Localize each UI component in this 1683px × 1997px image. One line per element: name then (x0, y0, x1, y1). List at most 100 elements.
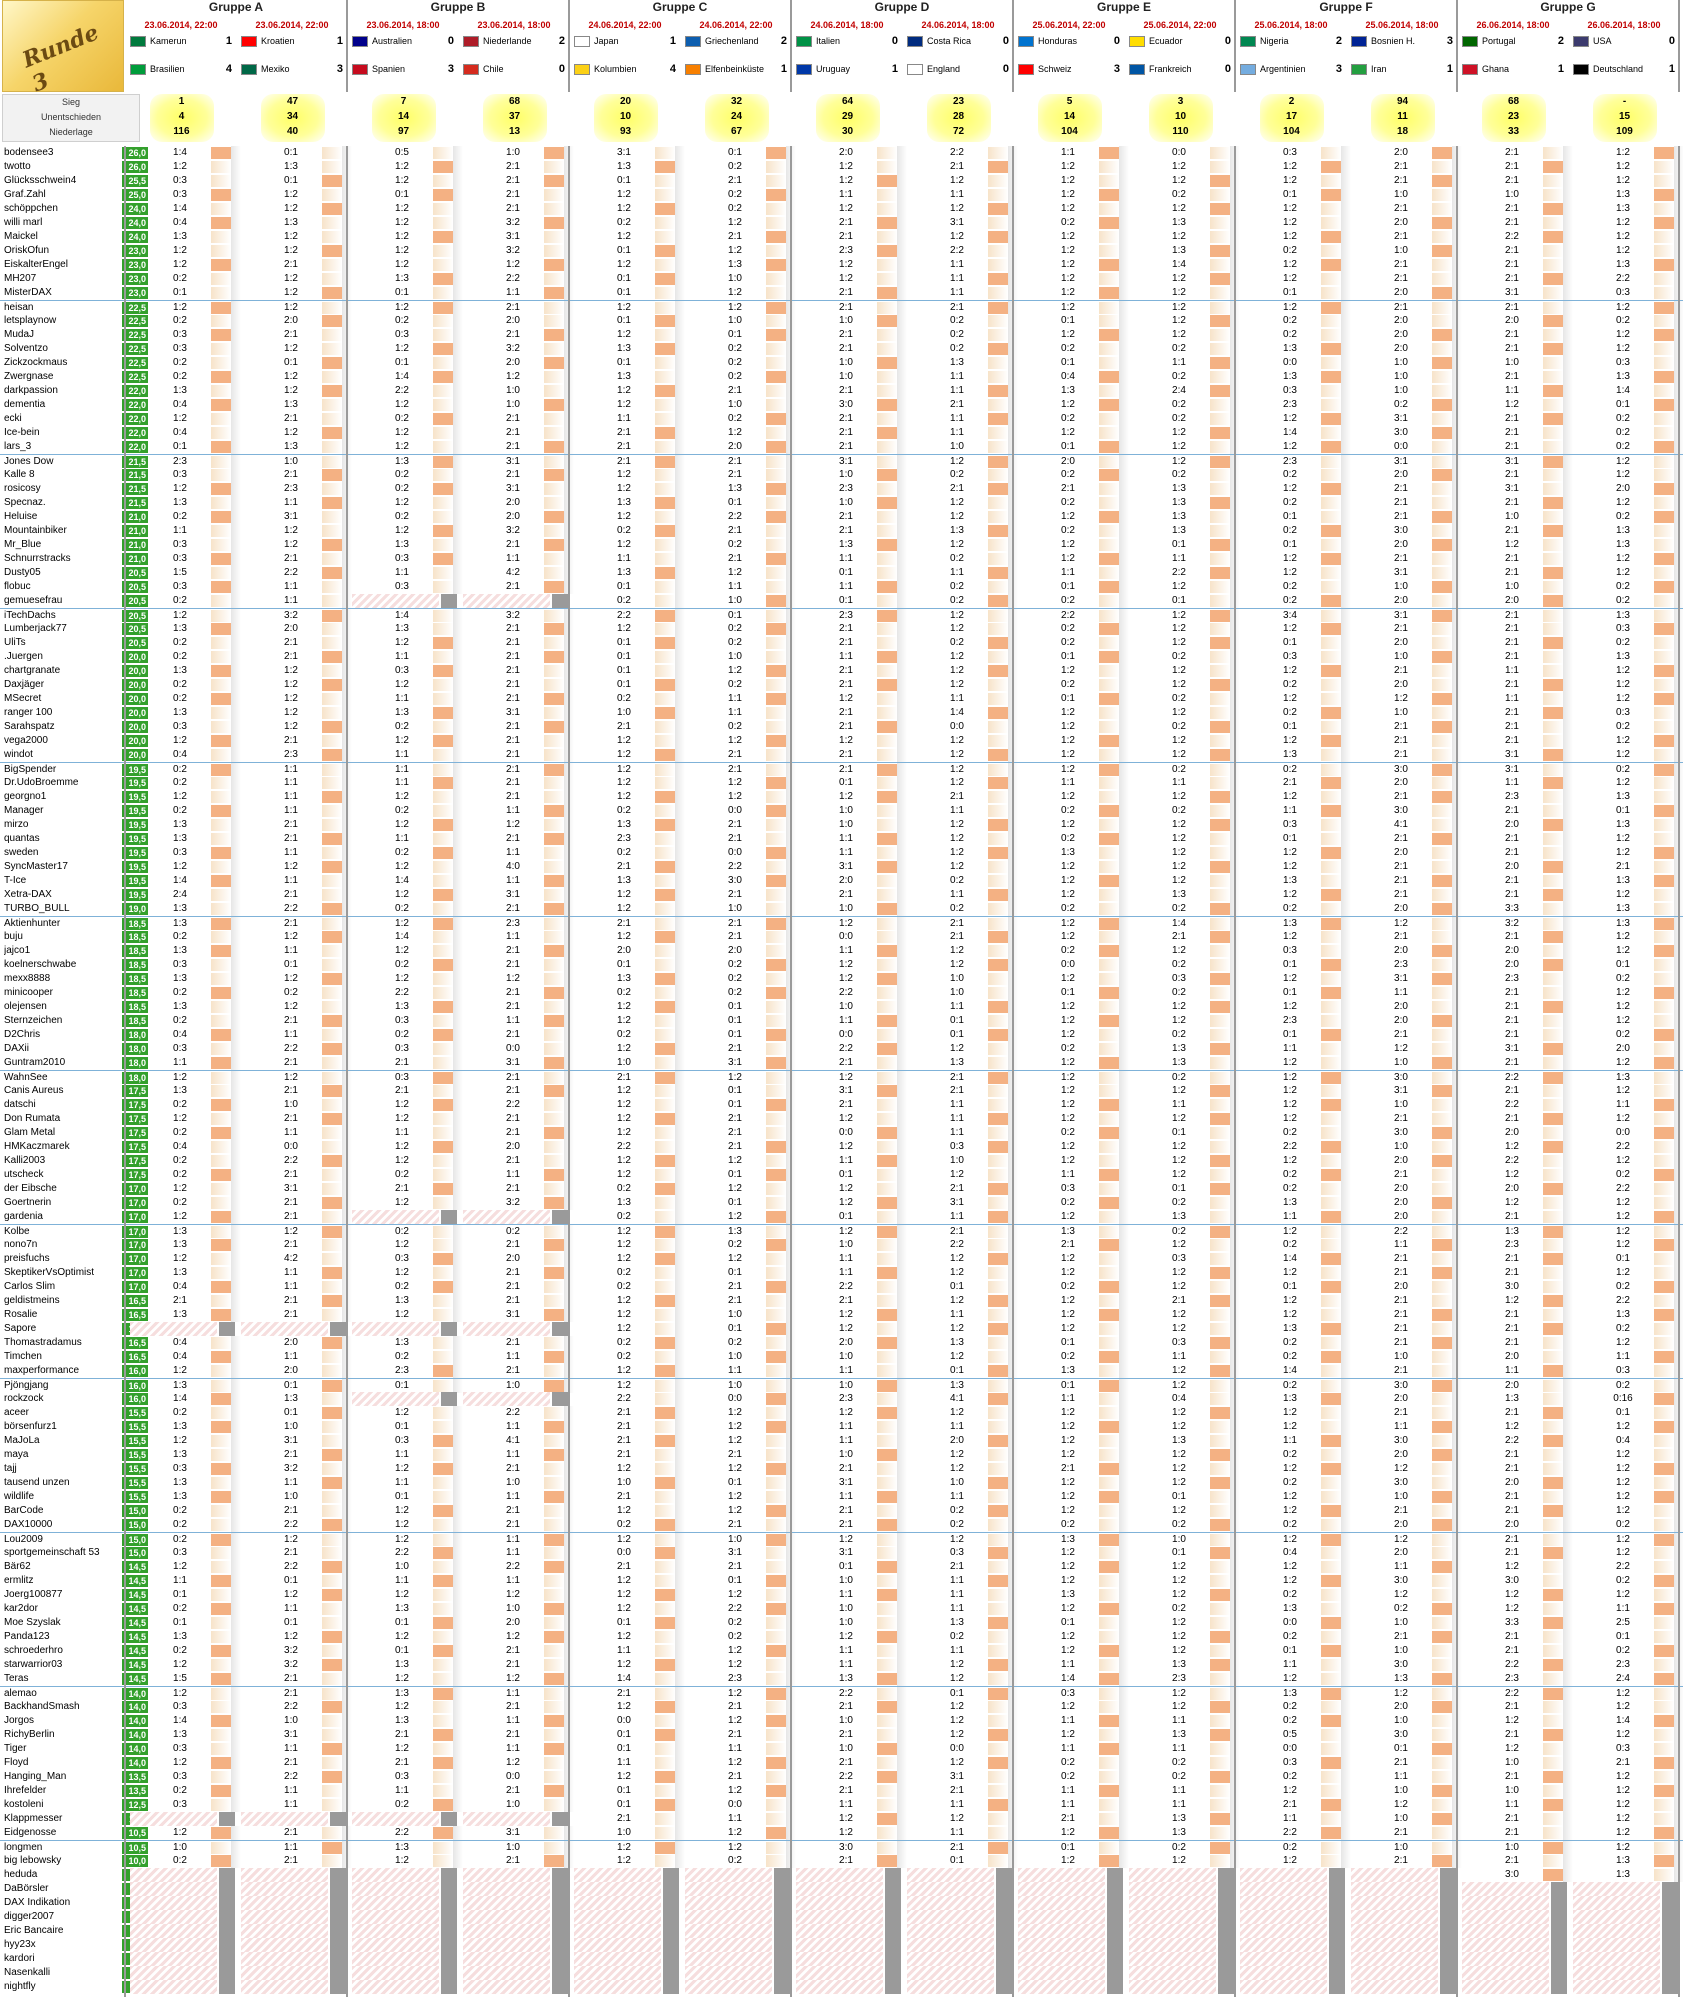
tip-cell: 0:1 (1283, 511, 1297, 522)
column-shade (1341, 1379, 1351, 1393)
tip-marker (1432, 525, 1452, 537)
column-shade (897, 538, 907, 552)
tip-marker (1210, 302, 1230, 314)
tip-cell: 2:1 (1283, 777, 1297, 788)
tip-marker (322, 735, 342, 747)
player-row: dementia 22,0 0:4 1:3 1:2 1:0 1:2 1:0 3:0 2:1 1:2 0… (0, 398, 1683, 412)
column-shade (1341, 244, 1351, 258)
tip-marker (1210, 357, 1230, 369)
tip-marker (766, 1267, 786, 1279)
tip-marker (655, 553, 675, 565)
tip-cell: 1:2 (395, 1099, 409, 1110)
tip-marker (1099, 1183, 1119, 1195)
column-shade (1563, 496, 1573, 510)
tip-marker (211, 343, 231, 355)
tip-cell: 2:0 (1394, 147, 1408, 158)
column-shade (453, 748, 463, 762)
tip-marker (988, 637, 1008, 649)
tip-cell: 0:1 (839, 567, 853, 578)
tip-cell: 1:2 (1172, 203, 1186, 214)
column-shade (1119, 1364, 1129, 1378)
tip-marker (1432, 245, 1452, 257)
tip-marker (433, 1337, 453, 1349)
tip-marker (1654, 1281, 1674, 1293)
column-shade (1119, 1546, 1129, 1560)
player-name: MH207 (4, 273, 37, 284)
tip-cell: 2:1 (1505, 721, 1519, 732)
tip-cell: 1:3 (1283, 371, 1297, 382)
tip-marker (433, 161, 453, 173)
tip-cell: 1:2 (395, 1113, 409, 1124)
tip-marker (1432, 1547, 1452, 1559)
tip-marker (1543, 861, 1563, 873)
column-shade (453, 1420, 463, 1434)
tip-marker (655, 1141, 675, 1153)
tip-marker (1432, 1463, 1452, 1475)
tip-marker (1321, 539, 1341, 551)
tip-cell: 2:2 (1172, 567, 1186, 578)
tip-marker (655, 1407, 675, 1419)
tip-cell: 1:2 (617, 203, 631, 214)
tip-marker (877, 1015, 897, 1027)
tip-cell: 1:2 (1616, 777, 1630, 788)
column-shade (453, 1071, 463, 1085)
column-shade (1563, 1322, 1573, 1336)
tip-cell: 1:1 (1505, 665, 1519, 676)
tip-cell: 0:1 (395, 1421, 409, 1432)
player-row: nono7n 17,0 1:3 2:1 1:2 2:1 1:2 0:2 1:0 2:2 2:1 1:2… (0, 1238, 1683, 1252)
tip-cell: 1:2 (1616, 693, 1630, 704)
tip-marker (544, 1183, 564, 1195)
player-name: Lumberjack77 (4, 623, 67, 634)
tip-marker (322, 1449, 342, 1461)
tip-marker (655, 1421, 675, 1433)
tip-cell: 1:2 (617, 1323, 631, 1334)
tip-marker (1210, 456, 1230, 468)
tip-cell: 1:2 (395, 637, 409, 648)
column-shade (1563, 286, 1573, 300)
tip-cell: 1:2 (728, 1505, 742, 1516)
tip-marker (1543, 343, 1563, 355)
tip-cell: 0:2 (1172, 959, 1186, 970)
tip-marker (1321, 525, 1341, 537)
tip-marker (211, 147, 231, 159)
tip-cell: 0:2 (1061, 833, 1075, 844)
column-shade (1119, 160, 1129, 174)
tip-marker (322, 1295, 342, 1307)
tip-cell: 0:1 (728, 1001, 742, 1012)
player-name: bodensee3 (4, 147, 54, 158)
tip-marker (1210, 959, 1230, 971)
tip-marker (766, 861, 786, 873)
tip-marker (211, 427, 231, 439)
column-shade (1119, 1616, 1129, 1630)
column-shade (1563, 1504, 1573, 1518)
tip-marker (877, 749, 897, 761)
tip-marker (1099, 385, 1119, 397)
tip-cell: 2:1 (728, 469, 742, 480)
empty-tip (463, 1210, 550, 1224)
stat-wins: 20 (619, 96, 632, 107)
tip-marker (766, 385, 786, 397)
tip-cell: 2:2 (617, 1393, 631, 1404)
tip-cell: 1:2 (284, 302, 298, 313)
tip-marker (322, 1393, 342, 1405)
player-points: 20,5 (122, 581, 148, 593)
tip-cell: 1:2 (950, 819, 964, 830)
tip-marker (766, 231, 786, 243)
tip-marker (433, 1155, 453, 1167)
tip-cell: 1:3 (1283, 343, 1297, 354)
player-name: Zickzockmaus (4, 357, 68, 368)
tip-marker (1543, 1561, 1563, 1573)
player-points: 15,5 (122, 1407, 148, 1419)
column-shade (1119, 609, 1129, 623)
tip-cell: 1:0 (1394, 581, 1408, 592)
column-shade (453, 1546, 463, 1560)
column-shade (675, 398, 685, 412)
group-header: Gruppe G 26.06.2014, 18:00 Portugal 2 Ghana 1… (1458, 0, 1680, 92)
tip-cell: 1:2 (1172, 302, 1186, 313)
tip-marker (655, 456, 675, 468)
column-shade (231, 1616, 241, 1630)
column-shade (897, 1028, 907, 1042)
tip-cell: 1:2 (506, 259, 520, 270)
tip-cell: 0:2 (1061, 413, 1075, 424)
tip-cell: 2:2 (506, 273, 520, 284)
